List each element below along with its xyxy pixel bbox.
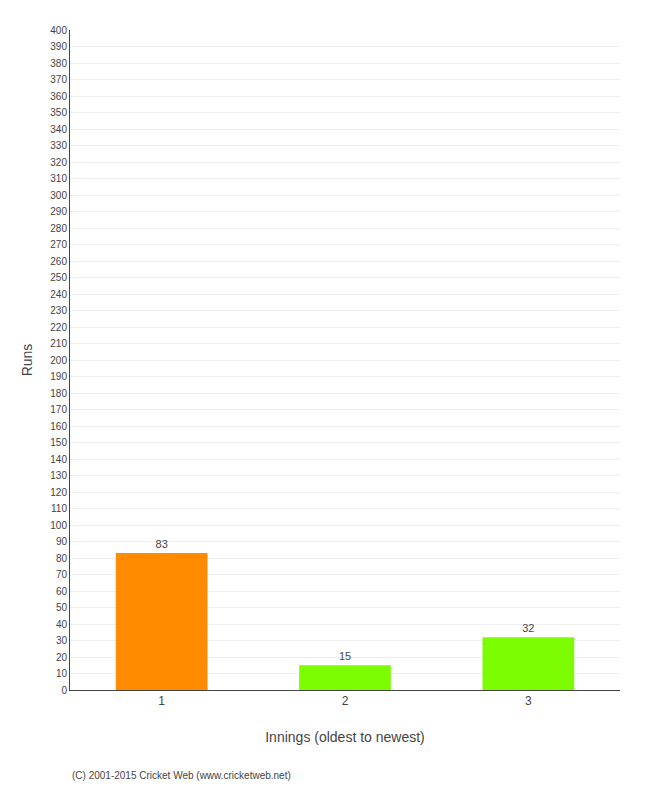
svg-text:230: 230 xyxy=(50,305,67,316)
svg-text:30: 30 xyxy=(56,635,68,646)
svg-text:Innings (oldest to newest): Innings (oldest to newest) xyxy=(265,729,425,745)
svg-text:370: 370 xyxy=(50,74,67,85)
svg-text:400: 400 xyxy=(50,25,67,36)
svg-text:110: 110 xyxy=(51,503,67,514)
svg-text:340: 340 xyxy=(50,124,67,135)
svg-text:200: 200 xyxy=(50,355,67,366)
svg-text:90: 90 xyxy=(56,536,68,547)
svg-text:60: 60 xyxy=(56,586,68,597)
svg-text:240: 240 xyxy=(50,289,67,300)
svg-text:10: 10 xyxy=(56,668,68,679)
svg-text:50: 50 xyxy=(56,602,68,613)
svg-text:220: 220 xyxy=(50,322,67,333)
svg-text:(C) 2001-2015 Cricket Web (www: (C) 2001-2015 Cricket Web (www.cricketwe… xyxy=(72,770,291,781)
svg-text:270: 270 xyxy=(50,239,67,250)
svg-text:260: 260 xyxy=(50,256,67,267)
svg-text:80: 80 xyxy=(56,553,68,564)
svg-text:170: 170 xyxy=(50,404,67,415)
svg-text:380: 380 xyxy=(50,58,67,69)
svg-text:0: 0 xyxy=(61,685,67,696)
svg-text:120: 120 xyxy=(50,487,67,498)
svg-text:390: 390 xyxy=(50,41,67,52)
svg-text:20: 20 xyxy=(56,652,68,663)
svg-text:Runs: Runs xyxy=(19,344,35,377)
svg-text:100: 100 xyxy=(50,520,67,531)
svg-text:360: 360 xyxy=(50,91,67,102)
svg-text:280: 280 xyxy=(50,223,67,234)
svg-text:330: 330 xyxy=(50,140,67,151)
svg-text:1: 1 xyxy=(158,694,165,708)
svg-text:290: 290 xyxy=(50,206,67,217)
svg-text:150: 150 xyxy=(50,437,67,448)
svg-text:70: 70 xyxy=(56,569,68,580)
svg-text:140: 140 xyxy=(50,454,67,465)
svg-text:3: 3 xyxy=(525,694,532,708)
svg-text:250: 250 xyxy=(50,272,67,283)
svg-text:320: 320 xyxy=(50,157,67,168)
svg-text:180: 180 xyxy=(50,388,67,399)
svg-text:300: 300 xyxy=(50,190,67,201)
svg-text:40: 40 xyxy=(56,619,68,630)
svg-text:310: 310 xyxy=(50,173,67,184)
svg-text:15: 15 xyxy=(339,650,351,662)
svg-text:190: 190 xyxy=(50,371,67,382)
svg-text:350: 350 xyxy=(50,107,67,118)
svg-text:32: 32 xyxy=(522,622,534,634)
svg-text:130: 130 xyxy=(50,470,67,481)
svg-text:160: 160 xyxy=(50,421,67,432)
svg-text:210: 210 xyxy=(50,338,67,349)
svg-text:83: 83 xyxy=(156,538,168,550)
svg-text:2: 2 xyxy=(342,694,349,708)
